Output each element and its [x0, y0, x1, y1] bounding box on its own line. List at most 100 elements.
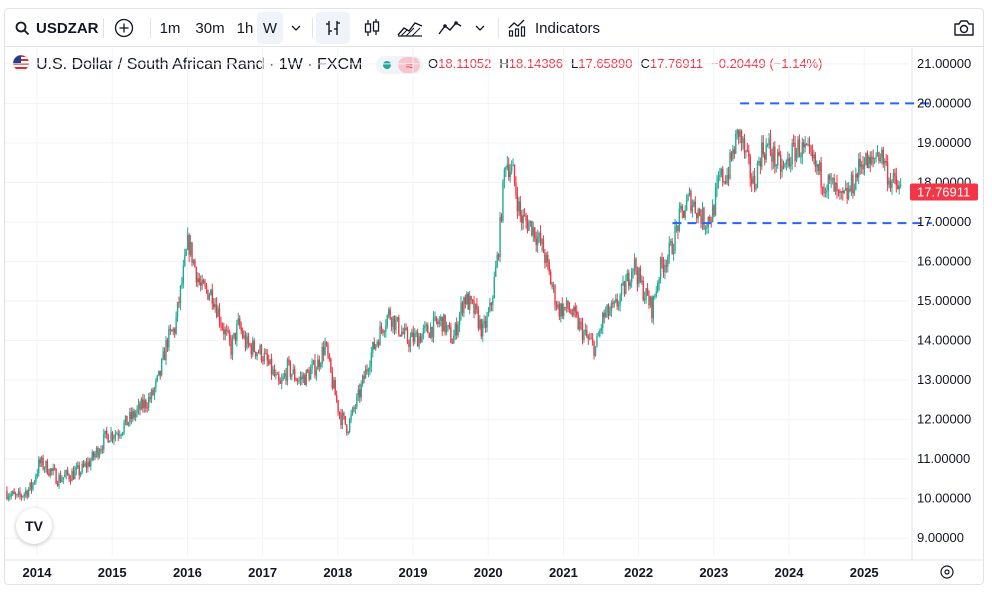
line-chart-icon: [438, 20, 462, 36]
symbol-search[interactable]: USDZAR: [15, 9, 111, 47]
candle: [179, 285, 182, 310]
candle: [224, 326, 226, 341]
candle: [273, 364, 276, 377]
candle: [604, 306, 607, 319]
candle: [772, 142, 775, 169]
candle: [254, 351, 257, 360]
interval-1m[interactable]: 1m: [159, 19, 181, 37]
interval-1h[interactable]: 1h: [236, 19, 254, 37]
candle: [823, 183, 825, 198]
candle: [338, 411, 341, 420]
candle: [298, 376, 300, 384]
candle: [215, 297, 218, 319]
candle: [613, 300, 616, 308]
candle: [674, 218, 676, 254]
x-tick-label: 2015: [98, 565, 127, 580]
candle: [395, 315, 397, 334]
candle: [899, 177, 902, 189]
interval-active-bg: [257, 12, 283, 44]
candle: [698, 207, 701, 217]
candle: [291, 373, 293, 381]
candle: [49, 468, 52, 478]
candle: [7, 493, 10, 502]
candle: [681, 203, 683, 219]
candle: [616, 293, 618, 311]
x-tick-label: 2024: [775, 565, 805, 580]
candle: [576, 305, 578, 318]
candle: [526, 215, 529, 234]
interval-dropdown[interactable]: [285, 9, 307, 47]
candle: [560, 302, 562, 323]
candle: [839, 188, 841, 200]
candle: [163, 347, 166, 361]
candle: [282, 372, 284, 382]
candle: [487, 307, 490, 317]
candle: [211, 283, 213, 310]
candle: [295, 377, 297, 382]
candle: [787, 151, 789, 168]
candle: [470, 295, 472, 305]
candle: [646, 282, 649, 296]
candle: [27, 487, 30, 498]
x-tick-label: 2023: [699, 565, 728, 580]
line-style-button[interactable]: [435, 9, 465, 47]
candle: [746, 142, 749, 153]
y-tick-label: 21.00000: [917, 56, 971, 71]
candle: [473, 295, 475, 319]
candle: [737, 129, 740, 145]
candle: [606, 304, 608, 318]
y-tick-label: 19.00000: [917, 135, 971, 150]
candle: [678, 202, 681, 233]
candle: [328, 353, 331, 362]
candle: [711, 199, 714, 223]
candle: [227, 326, 229, 334]
candle: [622, 275, 624, 286]
candle: [735, 130, 737, 155]
screenshot-button[interactable]: [949, 9, 979, 47]
candle: [792, 134, 795, 147]
candle: [160, 358, 163, 377]
candle: [231, 334, 234, 361]
candle: [603, 309, 605, 324]
compare-button[interactable]: [110, 9, 138, 47]
candle: [448, 322, 451, 330]
candle: [703, 206, 705, 231]
candle: [20, 493, 23, 501]
candle: [256, 352, 258, 361]
candle: [694, 196, 696, 214]
candle: [701, 202, 704, 230]
area-style-button[interactable]: [393, 9, 427, 47]
candle: [769, 129, 772, 157]
candle: [589, 332, 591, 341]
candle: [208, 292, 211, 302]
interval-w[interactable]: W: [262, 19, 278, 37]
candle: [638, 266, 640, 288]
indicators-button[interactable]: Indicators: [507, 9, 607, 47]
candle: [156, 374, 159, 383]
axis-settings-button[interactable]: [940, 565, 954, 579]
candle: [61, 474, 63, 483]
chart-style-dropdown[interactable]: [469, 9, 491, 47]
candle: [668, 236, 670, 264]
candle: [201, 274, 203, 291]
candle: [593, 340, 595, 360]
interval-30m[interactable]: 30m: [195, 19, 225, 37]
candle: [249, 342, 251, 347]
candle: [700, 209, 702, 229]
candle: [246, 332, 248, 350]
toolbar-separator: [150, 18, 151, 38]
candle: [866, 150, 869, 169]
candle: [518, 197, 520, 217]
market-status-pill[interactable]: ≈: [376, 56, 424, 74]
candle: [294, 365, 296, 382]
candle: [388, 307, 390, 319]
bars-style-button[interactable]: [316, 9, 350, 47]
candle: [876, 145, 879, 157]
candles-style-button[interactable]: [357, 9, 387, 47]
candle: [82, 459, 85, 468]
candle: [429, 322, 432, 340]
candle: [493, 271, 495, 299]
candle: [72, 466, 75, 480]
candle: [548, 259, 550, 276]
